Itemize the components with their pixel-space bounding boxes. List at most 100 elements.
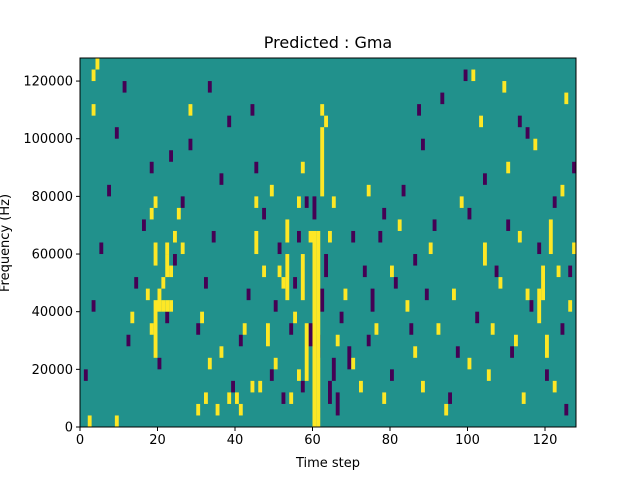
heatmap-cell-low xyxy=(378,230,383,243)
heatmap-cell-low xyxy=(432,219,437,231)
heatmap-cell-low xyxy=(320,288,325,312)
heatmap-cell-low xyxy=(281,392,286,404)
heatmap-cell-high xyxy=(235,392,239,404)
heatmap-cell-low xyxy=(475,311,480,324)
heatmap-cell-low xyxy=(308,323,313,347)
heatmap-cell-low xyxy=(262,207,266,220)
heatmap-cell-low xyxy=(351,230,356,243)
heatmap-cell-high xyxy=(266,323,270,347)
heatmap-cell-high xyxy=(165,242,170,255)
heatmap-cell-high xyxy=(293,311,297,324)
heatmap-cell-high xyxy=(316,230,321,427)
heatmap-cell-low xyxy=(335,392,340,416)
heatmap-cell-low xyxy=(506,219,511,231)
heatmap-cell-high xyxy=(149,323,154,335)
heatmap-cell-low xyxy=(393,277,398,289)
heatmap-cell-low xyxy=(331,357,336,381)
x-tick-label: 100 xyxy=(455,433,480,448)
heatmap-cell-high xyxy=(262,265,266,278)
y-axis-label: Frequency (Hz) xyxy=(0,194,13,292)
heatmap-cell-low xyxy=(483,173,487,185)
heatmap-cell-low xyxy=(552,196,557,208)
heatmap-cell-high xyxy=(277,265,282,278)
x-tick-label: 80 xyxy=(382,433,399,448)
heatmap-cell-high xyxy=(324,115,328,128)
plot-frame xyxy=(79,57,577,428)
heatmap-cell-high xyxy=(173,230,177,243)
heatmap-cell-high xyxy=(153,196,158,208)
heatmap-cell-low xyxy=(382,207,387,220)
heatmap-cell-high xyxy=(521,392,526,404)
heatmap-cell-high xyxy=(145,288,150,301)
heatmap-cell-low xyxy=(165,311,170,324)
heatmap-cell-low xyxy=(455,346,460,358)
heatmap-cell-high xyxy=(552,380,557,393)
heatmap-cell-low xyxy=(366,334,371,347)
y-tick-label: 80000 xyxy=(32,190,73,205)
x-axis-label: Time step xyxy=(295,456,360,471)
heatmap-cell-high xyxy=(405,300,410,312)
heatmap-cell-low xyxy=(390,369,394,381)
heatmap-cell-low xyxy=(424,288,429,301)
heatmap-cell-low xyxy=(246,288,251,301)
heatmap-cell-low xyxy=(293,277,297,289)
heatmap-cell-high xyxy=(180,242,185,255)
heatmap-cell-low xyxy=(83,369,88,381)
heatmap-cell-high xyxy=(413,346,418,358)
heatmap-cell-low xyxy=(463,69,468,82)
heatmap-cell-low xyxy=(157,357,162,370)
y-tick-label: 120000 xyxy=(23,75,73,90)
heatmap-cell-low xyxy=(564,403,569,416)
heatmap-cell-low xyxy=(277,242,282,255)
plot-area xyxy=(79,57,577,428)
heatmap-cell-low xyxy=(99,242,104,255)
heatmap-cell-high xyxy=(91,104,96,116)
heatmap-cell-high xyxy=(114,415,119,427)
heatmap-cell-high xyxy=(428,242,433,255)
heatmap-cell-low xyxy=(572,161,576,174)
heatmap-cell-high xyxy=(351,357,356,370)
heatmap-cell-high xyxy=(517,230,522,243)
heatmap-cell-low xyxy=(211,230,216,243)
heatmap-cell-low xyxy=(134,277,139,289)
heatmap-cell-high xyxy=(397,219,402,231)
heatmap-cell-high xyxy=(320,104,325,116)
heatmap-cell-high xyxy=(219,346,224,358)
heatmap-cell-high xyxy=(514,334,518,347)
x-tick-label: 120 xyxy=(533,433,558,448)
heatmap-cell-high xyxy=(227,392,232,404)
heatmap-cell-high xyxy=(285,254,290,301)
heatmap-cell-low xyxy=(494,265,499,278)
heatmap-cell-high xyxy=(250,380,255,393)
heatmap-cell-high xyxy=(300,254,305,301)
heatmap-cell-low xyxy=(537,242,542,255)
heatmap-cell-high xyxy=(91,69,96,82)
heatmap-cell-high xyxy=(331,196,336,208)
heatmap-cell-low xyxy=(529,300,534,312)
heatmap-cell-low xyxy=(227,115,232,128)
heatmap-cell-low xyxy=(401,184,406,197)
heatmap-cell-high xyxy=(161,277,166,289)
heatmap-cell-high xyxy=(285,219,290,243)
heatmap-cell-low xyxy=(114,127,119,139)
chart-title: Predicted : Gma xyxy=(264,33,392,52)
heatmap-cell-high xyxy=(533,138,538,151)
heatmap-cell-low xyxy=(219,173,224,185)
heatmap-cell-high xyxy=(269,184,274,197)
heatmap-cell-high xyxy=(506,161,511,174)
heatmap-cell-high xyxy=(169,300,173,312)
heatmap-cell-high xyxy=(289,392,294,404)
heatmap-cell-low xyxy=(204,277,208,289)
heatmap-cell-low xyxy=(107,184,111,197)
heatmap-cell-high xyxy=(483,242,487,266)
heatmap-cell-high xyxy=(459,196,464,208)
heatmap-cell-high xyxy=(471,69,476,82)
heatmap-cell-low xyxy=(339,311,344,324)
heatmap-cell-high xyxy=(444,403,449,416)
heatmap-cell-high xyxy=(254,230,259,255)
heatmap-cell-low xyxy=(180,196,185,208)
heatmap-cell-high xyxy=(452,288,456,301)
heatmap-cell-high xyxy=(568,300,573,312)
heatmap-cell-high xyxy=(502,81,507,93)
